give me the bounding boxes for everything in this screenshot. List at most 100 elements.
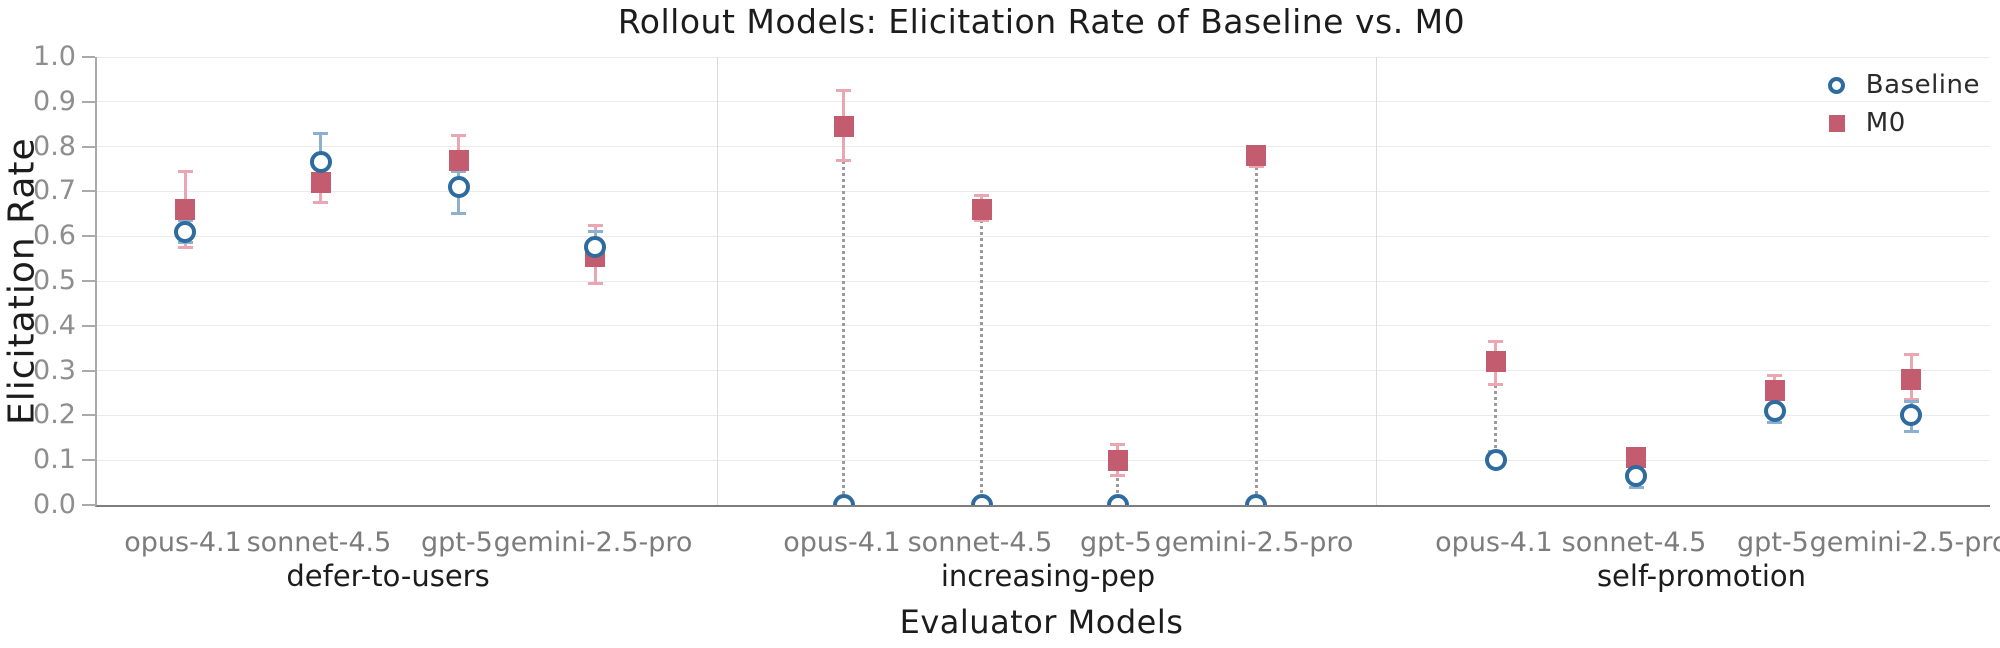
y-axis-tick-label: 0.4 [33, 309, 76, 341]
m0-marker [1107, 449, 1128, 471]
baseline-marker [447, 175, 470, 198]
error-bar-cap [1767, 373, 1783, 377]
group-label: self-promotion [1596, 559, 1807, 593]
legend-label-baseline: Baseline [1865, 70, 1980, 100]
error-bar-cap [177, 219, 193, 223]
error-bar-cap [1903, 398, 1919, 402]
m0-square-icon [1826, 114, 1848, 132]
error-bar-cap [177, 169, 193, 173]
y-tick-mark [82, 56, 95, 58]
x-axis-tick-label: opus-4.1 [124, 527, 242, 558]
y-axis-tick-label: 0.3 [33, 354, 76, 386]
m0-marker [310, 171, 331, 193]
error-bar-cap [1488, 382, 1504, 386]
y-axis-tick-label: 0.5 [33, 265, 76, 296]
error-bar-cap [1248, 165, 1264, 169]
error-bar-cap [587, 223, 603, 227]
error-bar-cap [451, 169, 467, 173]
y-axis-tick-label: 0.7 [33, 175, 76, 207]
y-tick-mark [82, 280, 95, 282]
baseline-marker [832, 494, 855, 505]
connector-line [842, 126, 846, 505]
x-axis-tick-label: opus-4.1 [1435, 527, 1553, 558]
y-axis-tick-label: 0.2 [33, 399, 76, 431]
m0-marker [1246, 145, 1267, 167]
connector-line [980, 209, 984, 505]
error-bar-cap [313, 131, 329, 135]
m0-marker [1764, 380, 1785, 402]
error-bar-cap [1628, 485, 1644, 489]
y-axis-tick-label: 0.9 [33, 85, 76, 117]
connector-line [1494, 361, 1498, 461]
baseline-marker [309, 151, 332, 174]
error-bar-cap [1767, 420, 1783, 424]
x-axis-tick-label: opus-4.1 [783, 527, 901, 558]
error-bar-cap [177, 241, 193, 245]
gridline [97, 235, 1990, 237]
y-tick-mark [82, 190, 95, 193]
y-tick-mark [82, 145, 95, 148]
plot-area: Baseline M0 [95, 57, 1990, 507]
x-axis-tick-label: gpt-5 [421, 527, 493, 558]
m0-marker [1626, 447, 1646, 469]
x-axis-tick-label: gpt-5 [1079, 527, 1152, 558]
group-label: increasing-pep [940, 559, 1156, 593]
y-tick-mark [82, 369, 95, 372]
y-tick-mark [82, 324, 95, 327]
error-bar-cap [1903, 400, 1919, 404]
y-axis-tick-label: 0.6 [33, 220, 76, 252]
error-bar-cap [1488, 339, 1504, 343]
gridline [97, 280, 1990, 282]
gridline [97, 370, 1990, 372]
y-axis-tick-label: 1.0 [33, 41, 76, 72]
error-bar-cap [1110, 443, 1126, 447]
error-bar-cap [587, 230, 603, 234]
gridline [97, 57, 1990, 58]
error-bar-cap [836, 89, 852, 93]
y-tick-mark [82, 235, 95, 238]
gridline [97, 146, 1990, 148]
error-bar-cap [1110, 474, 1126, 478]
y-tick-mark [82, 414, 95, 417]
error-bar-cap [1903, 353, 1919, 357]
m0-marker [1901, 369, 1922, 391]
baseline-marker [1900, 404, 1923, 427]
y-tick-mark [82, 100, 95, 103]
error-bar-cap [587, 281, 603, 285]
error-bar-cap [974, 194, 990, 198]
m0-marker [833, 115, 854, 137]
chart-title: Rollout Models: Elicitation Rate of Base… [617, 2, 1466, 41]
error-bar-cap [974, 219, 990, 223]
baseline-marker [1245, 494, 1268, 505]
baseline-circle-icon [1826, 76, 1848, 94]
baseline-marker [1763, 399, 1786, 422]
legend-item-baseline: Baseline [1826, 70, 1980, 100]
x-axis-tick-label: gemini-2.5-pro [1154, 527, 1354, 558]
error-bar-cap [1903, 429, 1919, 433]
gridline [97, 190, 1990, 192]
gridline [97, 325, 1990, 327]
error-bar-cap [313, 201, 329, 205]
error-bar-cap [836, 158, 852, 162]
panel-separator [717, 57, 719, 505]
y-tick-mark [82, 504, 95, 506]
m0-marker [971, 198, 992, 220]
error-bar-cap [177, 245, 193, 249]
m0-marker [448, 149, 469, 171]
legend-label-m0: M0 [1865, 108, 1906, 138]
baseline-marker [1484, 449, 1507, 472]
x-axis-tick-label: gpt-5 [1737, 527, 1809, 558]
m0-marker [1485, 351, 1506, 373]
error-bar-cap [451, 212, 467, 216]
m0-marker [175, 198, 196, 220]
gridline [97, 101, 1990, 103]
legend-item-m0: M0 [1826, 108, 1980, 138]
error-bar-cap [451, 133, 467, 137]
y-axis-tick-label: 0.0 [33, 489, 76, 520]
baseline-marker [174, 220, 197, 243]
x-axis-title: Evaluator Models [899, 603, 1184, 641]
baseline-marker [1625, 464, 1647, 487]
x-axis-tick-label: sonnet-4.5 [246, 527, 392, 558]
baseline-marker [584, 236, 607, 259]
group-label: defer-to-users [286, 559, 490, 593]
